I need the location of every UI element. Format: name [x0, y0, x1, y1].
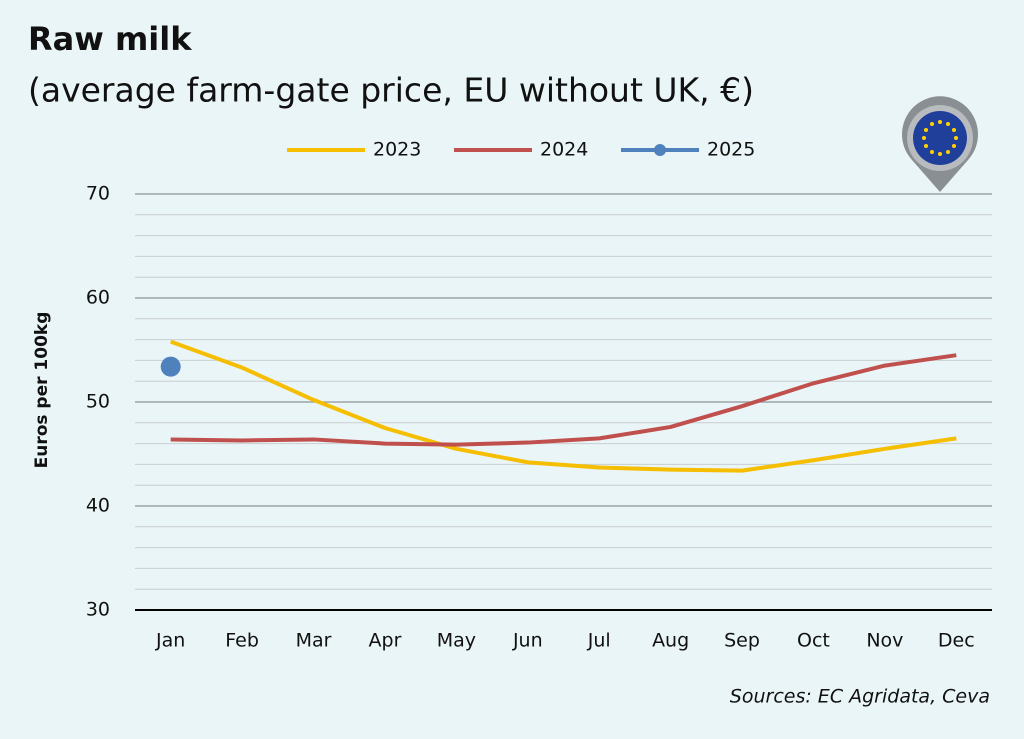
- x-tick-label: Sep: [724, 630, 760, 652]
- source-note: Sources: EC Agridata, Ceva: [730, 686, 990, 708]
- legend-label: 2024: [540, 139, 588, 161]
- x-tick-label: Feb: [225, 630, 259, 652]
- x-tick-label: Oct: [797, 630, 830, 652]
- legend-marker: [654, 144, 666, 156]
- x-tick-label: Apr: [369, 630, 402, 652]
- legend-label: 2023: [373, 139, 421, 161]
- eu-pin-icon: [902, 96, 978, 192]
- y-tick-label: 60: [86, 287, 110, 309]
- series-line: [170, 353, 957, 447]
- x-tick-label: Aug: [652, 630, 689, 652]
- series-marker: [160, 356, 181, 377]
- y-axis-label: Euros per 100kg: [32, 312, 52, 469]
- y-tick-label: 50: [86, 391, 110, 413]
- x-tick-label: Jul: [587, 630, 611, 652]
- x-tick-label: Nov: [866, 630, 903, 652]
- y-tick-label: 30: [86, 599, 110, 621]
- chart-subtitle: (average farm-gate price, EU without UK,…: [28, 71, 754, 110]
- x-tick-label: May: [437, 630, 476, 652]
- x-tick-label: Mar: [296, 630, 332, 652]
- x-tick-label: Dec: [938, 630, 975, 652]
- series-line: [170, 339, 957, 473]
- y-tick-label: 40: [86, 495, 110, 517]
- chart-title: Raw milk: [28, 20, 192, 58]
- y-tick-label: 70: [86, 183, 110, 205]
- x-tick-label: Jun: [512, 630, 543, 652]
- x-tick-label: Jan: [155, 630, 185, 652]
- legend-label: 2025: [707, 139, 755, 161]
